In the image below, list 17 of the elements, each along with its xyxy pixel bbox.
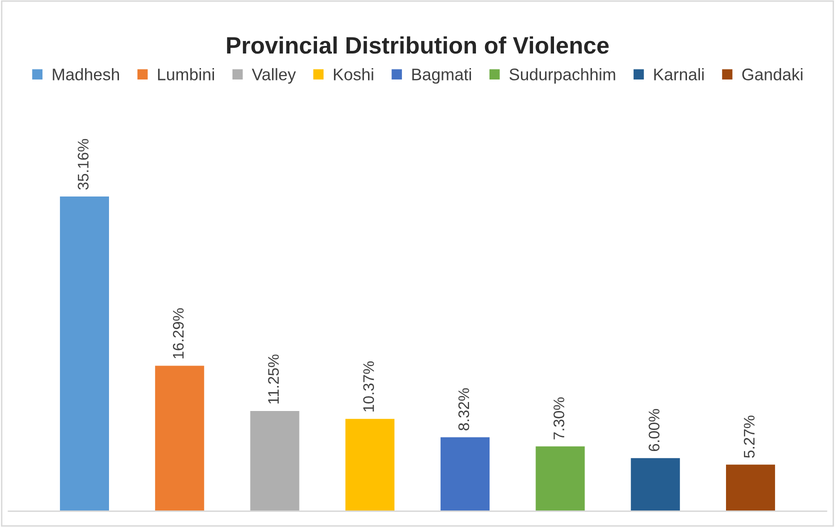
legend-label: Koshi (334, 68, 374, 80)
data-label: 7.30% (554, 397, 564, 440)
data-label: 8.32% (458, 388, 470, 430)
data-label: 10.37% (363, 361, 374, 412)
legend-label: Karnali (654, 68, 704, 80)
legend-label: Bagmati (412, 68, 471, 84)
legend-label: Gandaki (742, 68, 802, 80)
legend-label: Sudurpachhim (510, 68, 616, 84)
legend-label: Lumbini (158, 68, 214, 80)
legend-label: Valley (252, 68, 296, 84)
data-label: 5.27% (744, 416, 755, 458)
data-label: 35.16% (78, 138, 89, 190)
data-label: 16.29% (172, 308, 184, 358)
data-label: 11.25% (268, 354, 279, 404)
data-label: 6.00% (648, 409, 660, 452)
legend-label: Madhesh (52, 68, 119, 80)
chart-title: Provincial Distribution of Violence (227, 36, 609, 54)
